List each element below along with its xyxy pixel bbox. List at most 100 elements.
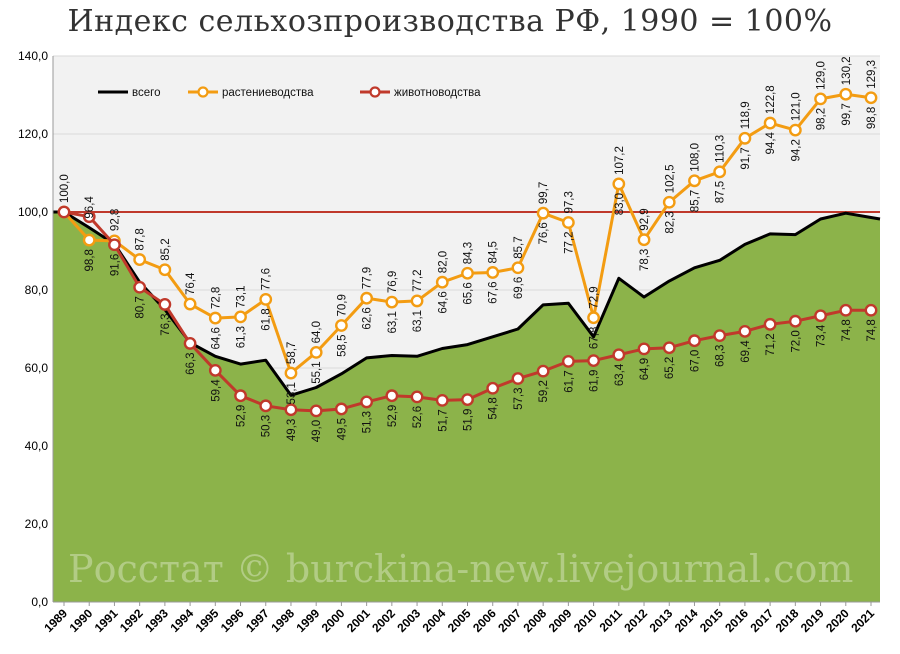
legend: всего растениеводства животноводства bbox=[98, 86, 481, 99]
x-tick-label: 2000 bbox=[319, 606, 348, 635]
crops-point bbox=[385, 295, 399, 309]
x-tick-label: 1989 bbox=[41, 606, 70, 635]
x-tick-label: 1993 bbox=[142, 606, 171, 635]
data-label: 73,1 bbox=[236, 286, 248, 308]
livestock-point bbox=[335, 402, 348, 416]
data-label: 98,2 bbox=[816, 108, 828, 130]
data-label: 76,6 bbox=[538, 222, 550, 244]
legend-item-livestock: животноводства bbox=[360, 86, 481, 99]
x-tick-label: 2004 bbox=[420, 606, 449, 635]
data-label: 77,2 bbox=[412, 270, 424, 292]
y-tick-label: 60,0 bbox=[25, 361, 49, 375]
data-label: 64,6 bbox=[210, 327, 222, 349]
x-tick-label: 1992 bbox=[117, 606, 146, 635]
livestock-point bbox=[511, 372, 525, 385]
legend-label: всего bbox=[132, 87, 160, 99]
x-tick-label: 1991 bbox=[92, 606, 121, 635]
data-label: 51,7 bbox=[437, 409, 449, 431]
data-label: 64,9 bbox=[639, 358, 651, 380]
livestock-point bbox=[360, 395, 374, 409]
livestock-point bbox=[612, 348, 626, 362]
data-label: 121,0 bbox=[790, 92, 802, 121]
data-label: 66,3 bbox=[185, 352, 197, 374]
livestock-point bbox=[385, 389, 399, 403]
crops-point bbox=[360, 291, 374, 305]
x-tick-label: 2011 bbox=[597, 606, 626, 635]
data-label: 52,9 bbox=[236, 405, 248, 427]
data-label: 92,9 bbox=[639, 208, 651, 230]
data-label: 49,0 bbox=[311, 420, 323, 442]
data-label: 84,3 bbox=[463, 242, 475, 264]
data-label: 85,7 bbox=[689, 190, 701, 212]
data-label: 85,7 bbox=[513, 236, 525, 258]
livestock-point bbox=[183, 337, 197, 350]
data-label: 69,6 bbox=[513, 277, 525, 299]
x-tick-label: 2018 bbox=[773, 606, 802, 635]
data-label: 129,3 bbox=[866, 60, 878, 89]
watermark-text: Росстат © burckina-new.livejournal.com bbox=[68, 547, 853, 591]
livestock-point bbox=[259, 399, 273, 413]
data-labels-layer: 100,0 96,4 92,8 98,8 91,6 87,8 85,2 80,7 76,3 76,… bbox=[59, 56, 878, 442]
data-label: 69,4 bbox=[740, 340, 752, 363]
crops-point bbox=[561, 216, 575, 229]
y-tick-label: 100,0 bbox=[18, 205, 48, 219]
data-label: 76,9 bbox=[387, 271, 399, 293]
data-label: 67,6 bbox=[488, 281, 500, 303]
data-label: 61,3 bbox=[236, 326, 248, 348]
series-layer bbox=[57, 87, 878, 418]
crops-point bbox=[864, 91, 878, 105]
x-tick-label: 2010 bbox=[571, 606, 600, 635]
crops-point bbox=[284, 366, 298, 380]
data-label: 108,0 bbox=[689, 143, 701, 172]
legend-item-total: всего bbox=[98, 87, 160, 99]
y-tick-label: 80,0 bbox=[25, 283, 49, 297]
x-tick-label: 2014 bbox=[672, 606, 701, 635]
crops-point bbox=[486, 266, 500, 279]
crops-point bbox=[183, 297, 197, 311]
x-tick-label: 2021 bbox=[848, 606, 877, 635]
data-label: 84,5 bbox=[488, 241, 500, 263]
livestock-point bbox=[662, 341, 676, 355]
crops-point bbox=[133, 253, 147, 266]
crops-point bbox=[410, 294, 424, 308]
livestock-point bbox=[158, 298, 172, 311]
livestock-point bbox=[864, 303, 878, 317]
crops-point bbox=[637, 233, 651, 247]
data-label: 57,3 bbox=[513, 388, 525, 410]
livestock-point bbox=[637, 342, 651, 356]
data-label: 52,9 bbox=[387, 405, 399, 427]
data-label: 61,7 bbox=[563, 370, 575, 392]
data-label: 102,5 bbox=[664, 164, 676, 193]
data-label: 82,0 bbox=[437, 251, 449, 273]
x-tick-label: 1999 bbox=[294, 606, 323, 635]
data-label: 94,4 bbox=[765, 131, 777, 154]
data-label: 129,0 bbox=[816, 61, 828, 90]
data-label: 98,8 bbox=[866, 107, 878, 129]
data-label: 49,5 bbox=[336, 418, 348, 440]
data-label: 99,7 bbox=[841, 103, 853, 125]
legend-item-crops: растениеводства bbox=[188, 86, 314, 99]
crops-point bbox=[435, 275, 449, 289]
x-tick-label: 1990 bbox=[67, 606, 96, 635]
series-group bbox=[57, 87, 878, 380]
x-tick-label: 2019 bbox=[798, 606, 827, 635]
livestock-point bbox=[284, 403, 298, 417]
livestock-point bbox=[839, 303, 853, 317]
data-label: 73,4 bbox=[816, 324, 828, 347]
data-label: 77,2 bbox=[563, 232, 575, 254]
data-label: 72,9 bbox=[589, 286, 601, 308]
data-label: 77,9 bbox=[362, 267, 374, 289]
livestock-point bbox=[713, 329, 727, 343]
x-tick-label: 2012 bbox=[621, 606, 650, 635]
x-tick-label: 1998 bbox=[268, 606, 297, 635]
data-label: 98,8 bbox=[84, 249, 96, 271]
y-tick-label: 120,0 bbox=[18, 127, 48, 141]
livestock-point bbox=[688, 334, 701, 348]
data-label: 64,6 bbox=[437, 291, 449, 313]
data-label: 61,8 bbox=[261, 308, 273, 330]
crops-point bbox=[259, 292, 273, 306]
crops-point bbox=[713, 165, 727, 179]
data-label: 63,1 bbox=[387, 311, 399, 333]
crops-point bbox=[335, 319, 348, 332]
data-label: 107,2 bbox=[614, 146, 626, 175]
